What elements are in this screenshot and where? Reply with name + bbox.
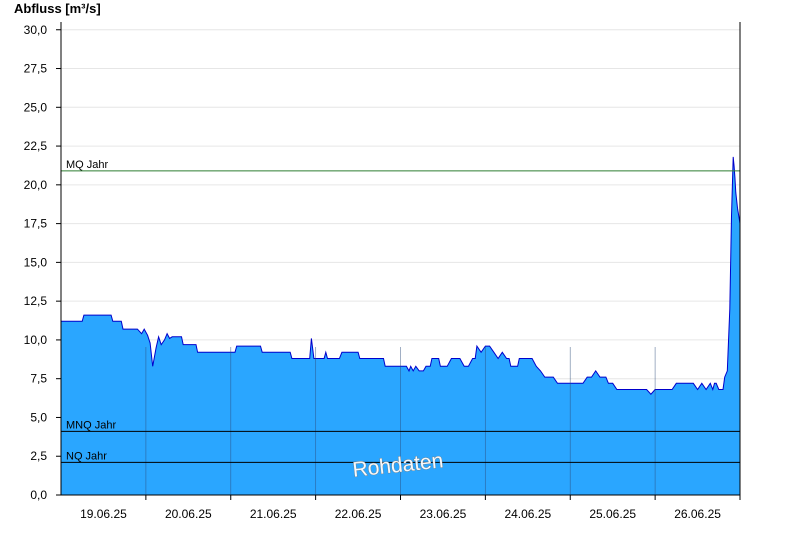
y-tick-label: 17,5 (24, 217, 48, 231)
x-tick-label: 19.06.25 (80, 507, 127, 521)
x-tick-label: 22.06.25 (335, 507, 382, 521)
y-tick-label: 5,0 (30, 410, 47, 424)
x-tick-label: 25.06.25 (589, 507, 636, 521)
y-tick-label: 27,5 (24, 62, 48, 76)
x-tick-label: 24.06.25 (504, 507, 551, 521)
y-tick-label: 0,0 (30, 488, 47, 502)
y-tick-label: 30,0 (24, 23, 48, 37)
y-tick-label: 7,5 (30, 372, 47, 386)
x-tick-label: 23.06.25 (420, 507, 467, 521)
y-tick-label: 10,0 (24, 333, 48, 347)
y-tick-label: 20,0 (24, 178, 48, 192)
axes: Abfluss [m³/s] 0,0 2,5 5,0 7,5 10,0 12,5 15,0 1… (14, 1, 741, 521)
reference-lines: MQ Jahr MNQ Jahr NQ Jahr (61, 159, 740, 463)
reference-line-label: MQ Jahr (66, 159, 109, 171)
day-dividers (145, 347, 656, 495)
y-tick-label: 22,5 (24, 139, 48, 153)
x-tick-label: 21.06.25 (250, 507, 297, 521)
series-line (61, 156, 741, 395)
x-tick-label: 26.06.25 (674, 507, 721, 521)
y-tick-label: 12,5 (24, 294, 48, 308)
y-tick-label: 15,0 (24, 255, 48, 269)
x-tick-label: 20.06.25 (165, 507, 212, 521)
y-axis-title: Abfluss [m³/s] (14, 1, 101, 16)
y-tick-label: 25,0 (24, 100, 48, 114)
y-tick-label: 2,5 (30, 449, 47, 463)
reference-line-label: MNQ Jahr (66, 419, 116, 431)
reference-line-label: NQ Jahr (66, 450, 107, 462)
